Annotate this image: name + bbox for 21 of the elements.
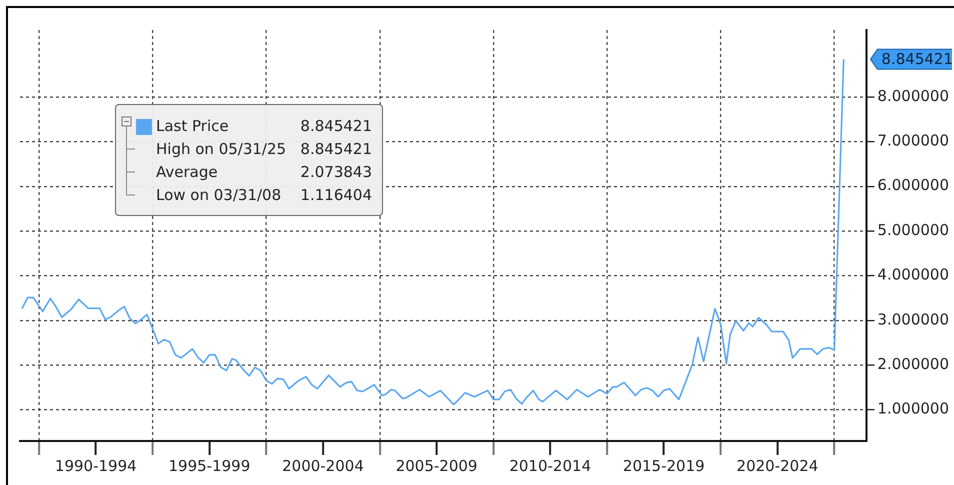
x-tick-label: 2000-2004: [282, 456, 364, 475]
y-tick-label: 6.000000: [877, 176, 950, 194]
y-tick-label: 7.000000: [877, 132, 950, 150]
y-tick-label: 8.000000: [877, 86, 950, 105]
x-tick-label: 1995-1999: [168, 456, 250, 475]
x-tick-label: 2005-2009: [396, 456, 478, 475]
y-tick-label: 3.000000: [877, 310, 950, 328]
y-tick-label: 1.000000: [877, 400, 950, 418]
y-tick-label: 2.000000: [877, 354, 950, 373]
x-tick-label: 2020-2024: [736, 456, 818, 475]
annotation: 8.845421: [300, 116, 372, 137]
legend-label: Last Price: [156, 116, 229, 137]
text: Low on 03/31/08 1.116404: [156, 186, 372, 204]
annotation: High on 05/31/25 8.845421: [156, 139, 372, 160]
text: Average 2.073843: [156, 163, 372, 181]
x-tick-label: 2015-2019: [622, 456, 705, 475]
annotation: 8.845421: [881, 50, 954, 68]
x-tick-label: 1990-1994: [54, 456, 137, 475]
y-tick-label: 5.000000: [877, 220, 950, 239]
y-tick-label: 4.000000: [877, 266, 950, 284]
x-tick-label: 2010-2014: [509, 456, 592, 475]
